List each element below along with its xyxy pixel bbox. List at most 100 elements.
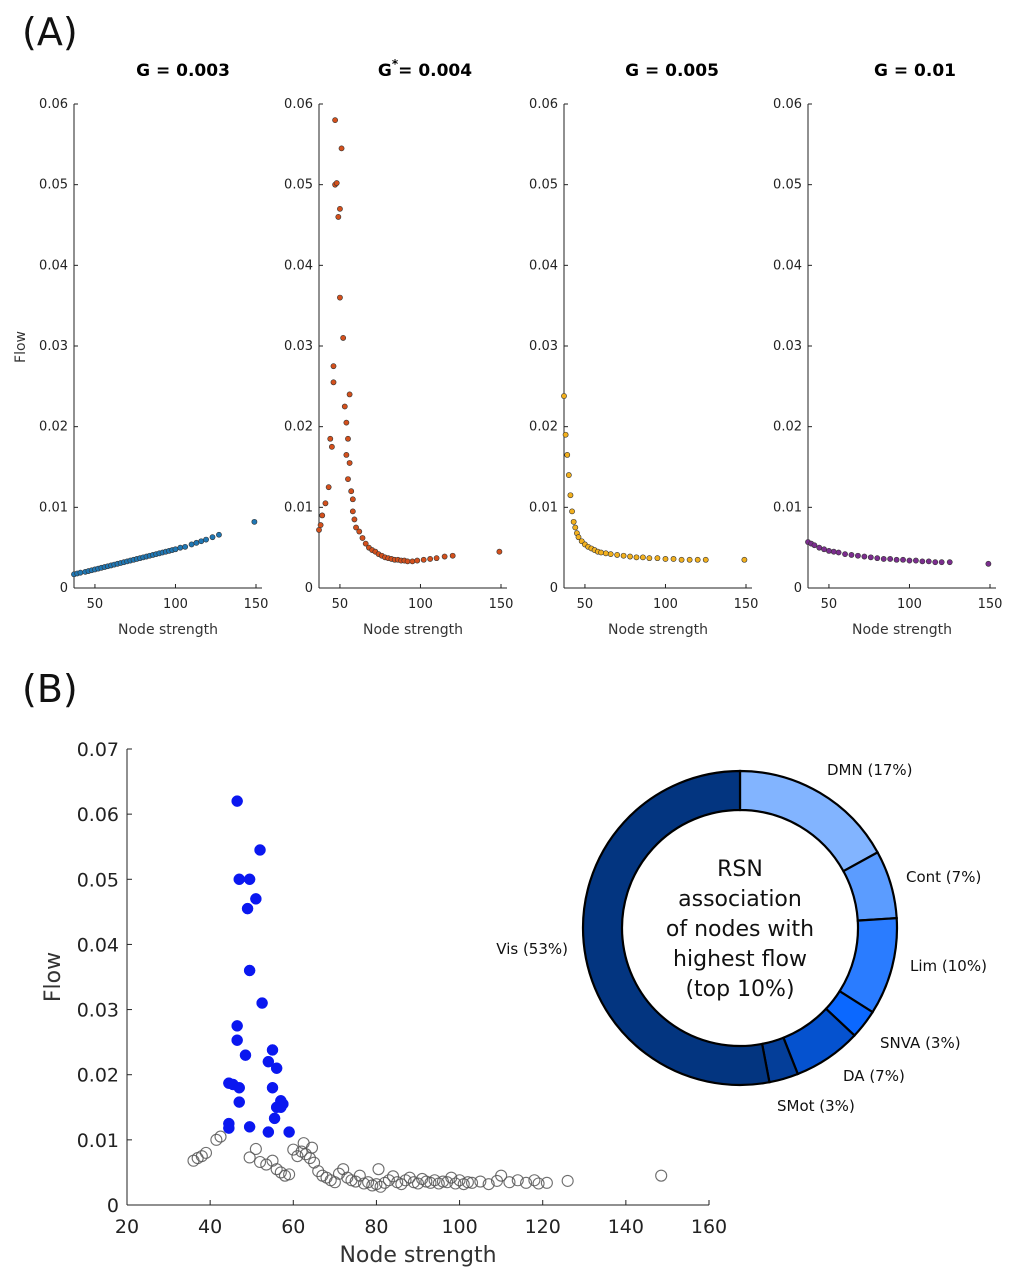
y-tick-label: 0.01 [773,500,802,515]
data-point [602,550,609,557]
data-point [607,551,614,558]
panel-b-ylabel: Flow [41,952,66,1002]
donut-center-line: RSN [717,857,763,882]
data-point [209,534,216,541]
node-point [453,1174,466,1187]
data-point [932,559,939,566]
data-point [830,548,837,555]
node-point [520,1176,533,1189]
y-tick-label: 0.06 [39,97,68,112]
node-point [474,1175,487,1188]
x-axis-label: Node strength [363,622,463,638]
data-point [694,556,701,563]
data-point [575,534,582,541]
top-flow-node-point [239,1049,252,1061]
data-point [686,556,693,563]
data-point [861,553,868,560]
node-point [372,1163,385,1176]
data-point [433,555,440,562]
donut-center-line: (top 10%) [685,977,794,1002]
donut-slice-label: SMot (3%) [777,1097,855,1115]
node-point [291,1150,304,1163]
data-point [356,528,363,535]
subplot-4-title: G = 0.01 [874,61,956,81]
x-tick-label: 60 [281,1216,305,1238]
node-point [436,1175,449,1188]
data-point [562,431,569,438]
data-point [449,552,456,559]
top-flow-node-point [233,1096,245,1108]
y-tick-label: 0.06 [529,97,558,112]
y-tick-label: 0.05 [284,178,313,193]
node-point [274,1166,287,1179]
node-point [266,1154,279,1167]
y-tick-label: 0.02 [284,420,313,435]
y-tick-label: 0.06 [284,97,313,112]
y-tick-label: 0.01 [77,1130,119,1152]
y-tick-label: 0 [305,581,313,596]
x-tick-label: 40 [198,1216,222,1238]
node-point [441,1176,454,1189]
data-point [569,508,575,515]
rsn-donut-chart: DMN (17%) Cont (7%) Lim (10%) SNVA (3%) DA (… [496,761,987,1115]
y-tick-label: 0.03 [284,339,313,354]
top-flow-node-point [231,1020,243,1032]
x-tick-label: 50 [821,597,838,612]
y-tick-label: 0 [60,581,68,596]
y-tick-label: 0 [794,581,802,596]
node-point [305,1141,319,1154]
x-tick-label: 50 [577,597,594,612]
top-flow-node-point [233,1081,245,1094]
node-point [461,1176,474,1189]
data-point [203,536,209,543]
x-tick-label: 100 [653,597,678,612]
subplot-2-title-sup: * [392,57,399,71]
data-point [182,543,189,550]
data-point [702,556,709,563]
donut-slice-label: DA (7%) [843,1067,905,1085]
data-point [842,551,848,558]
subplot-3: 0 0.01 0.02 0.03 0.04 0.05 0.06 50 100 150 Node st… [529,97,758,638]
x-tick-label: 50 [332,597,349,612]
donut-slice-label: Lim (10%) [910,957,987,975]
data-point [325,484,332,491]
x-axis-label: Node strength [118,622,218,638]
data-point [835,549,842,556]
data-point [565,472,572,478]
data-point [198,538,205,545]
node-point [260,1158,273,1171]
data-point [420,556,427,563]
node-point [353,1169,366,1182]
top-flow-node-point [275,1101,287,1114]
data-point [811,542,818,549]
top-flow-node-point [231,1034,243,1046]
x-tick-label: 20 [115,1216,139,1238]
top-flow-node-point [283,1126,295,1138]
data-point [188,541,195,548]
y-tick-label: 0.05 [77,869,119,891]
data-point [338,145,345,152]
data-point [346,391,353,398]
data-point [333,180,340,186]
data-point [345,435,351,442]
donut-slice [581,769,771,1087]
donut-center-line: association [678,887,802,912]
y-tick-label: 0.01 [284,500,313,515]
data-point [570,518,577,525]
top-flow-node-point [243,964,256,977]
top-flow-node-point [243,873,256,886]
y-tick-label: 0.04 [39,258,68,273]
panel-b-scatter-plot: 0 0.01 0.02 0.03 0.04 0.05 0.06 0.07 20 40 60 80 100… [77,739,727,1238]
data-point [561,393,567,399]
donut-slice-label: Vis (53%) [496,940,568,958]
subplot-1-title: G = 0.003 [136,61,230,81]
data-point [340,335,347,341]
subplot-4: 0 0.01 0.02 0.03 0.04 0.05 0.06 50 100 150 Node st… [773,97,1002,638]
data-point [614,552,621,558]
top-flow-node-point [266,1081,279,1094]
data-point [346,460,353,466]
data-point [598,549,604,556]
data-point [362,540,369,547]
x-tick-label: 100 [441,1216,477,1238]
node-point [312,1165,325,1178]
